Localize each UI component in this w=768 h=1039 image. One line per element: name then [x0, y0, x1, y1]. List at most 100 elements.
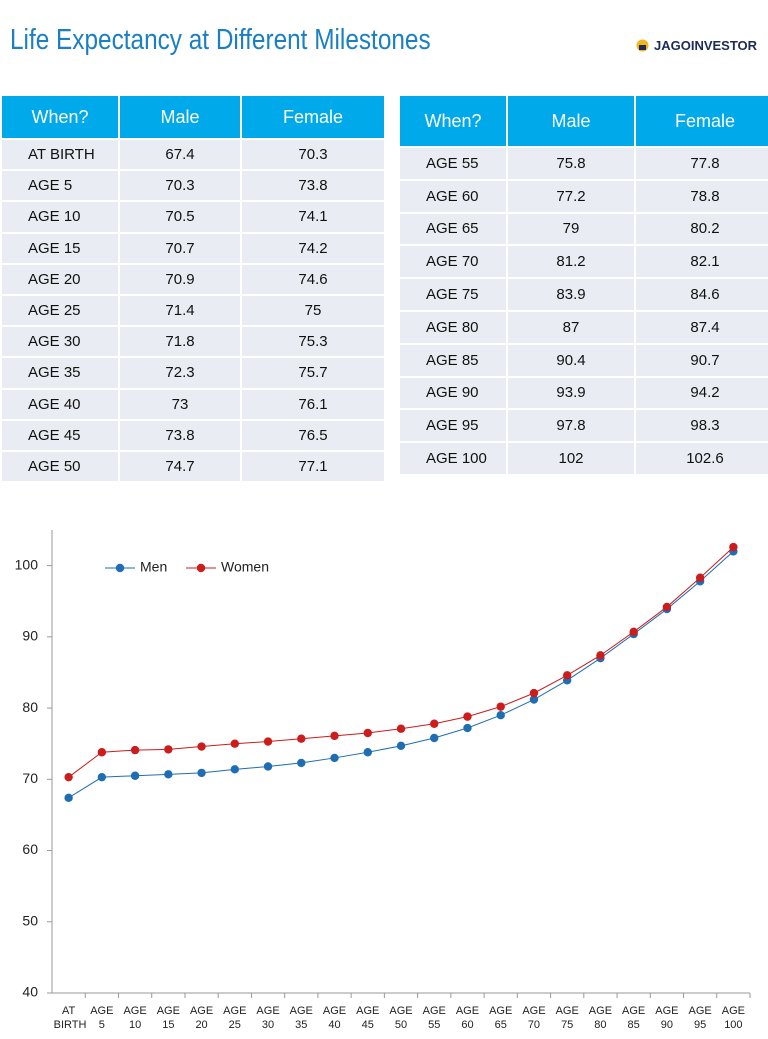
table-row: AGE 75 83.9 84.6: [398, 277, 768, 312]
data-point: [463, 712, 472, 721]
y-tick-label: 50: [22, 912, 38, 928]
table-cell: AGE 95: [398, 408, 508, 444]
column-header: Female: [634, 94, 768, 148]
data-point: [496, 711, 505, 720]
table-row: AGE 80 87 87.4: [398, 309, 768, 345]
table-cell: 70.3: [118, 169, 242, 203]
x-tick-label: AGE 65: [489, 1005, 513, 1031]
table-cell: AGE 10: [0, 200, 120, 234]
table-cell: AGE 25: [0, 293, 120, 328]
table-cell: 75.8: [506, 146, 636, 181]
data-point: [430, 733, 439, 743]
table-row: AGE 10 70.5 74.1: [0, 200, 386, 234]
x-tick-label: AGE 60: [455, 1005, 480, 1031]
table-cell: 75.7: [240, 356, 386, 390]
chart: 40 50 60 70 80 90 100 Men Women: [15, 530, 751, 1000]
logo-text: JAGOINVESTOR: [654, 38, 758, 53]
x-tick-label: AGE 70: [522, 1005, 546, 1031]
data-point: [496, 702, 505, 711]
table-row: AGE 30 71.8 75.3: [0, 325, 386, 359]
legend-label: Women: [221, 559, 269, 575]
table-cell: 97.8: [506, 408, 636, 444]
table: When? Male Female AGE 55 75.8 77.8 AGE 60 77.2 7…: [398, 94, 768, 476]
data-point: [164, 770, 173, 779]
table-cell: 70.5: [118, 200, 242, 234]
table-row: AGE 25 71.4 75: [0, 293, 386, 328]
x-tick-label: AGE 90: [655, 1005, 679, 1031]
table-cell: 81.2: [506, 244, 636, 280]
x-tick-label: AGE 80: [588, 1005, 613, 1031]
table-row: AGE 45 73.8 76.5: [0, 418, 386, 452]
table-cell: 84.6: [634, 277, 768, 312]
x-tick-label: AGE 10: [123, 1005, 147, 1031]
column-header: Female: [240, 94, 386, 140]
table-cell: AGE 85: [398, 342, 508, 378]
legend-label: Men: [140, 559, 167, 575]
table-cell: 102.6: [634, 441, 768, 476]
table-cell: 82.1: [634, 244, 768, 280]
table-cell: 94.2: [634, 375, 768, 411]
data-point: [197, 742, 206, 751]
x-tick-label: AGE 15: [156, 1005, 180, 1031]
data-point: [230, 765, 240, 774]
table-row: AGE 40 73 76.1: [0, 387, 386, 421]
table-cell: 73.8: [240, 169, 386, 203]
data-point: [330, 731, 339, 741]
table-cell: 73.8: [118, 418, 242, 452]
table-cell: 74.2: [240, 231, 386, 265]
data-point: [662, 602, 672, 612]
table-cell: 77.2: [506, 178, 636, 214]
data-point: [629, 627, 638, 637]
data-point: [596, 651, 605, 660]
table-row: AGE 85 90.4 90.7: [398, 342, 768, 378]
table-cell: AGE 20: [0, 262, 120, 296]
table-cell: 79: [506, 211, 636, 247]
table-cell: 87: [506, 309, 636, 345]
table-cell: 76.5: [240, 418, 386, 452]
x-tick-label: AGE 20: [189, 1005, 214, 1031]
logo: JAGOINVESTOR: [636, 38, 757, 53]
x-tick-label: AGE 85: [622, 1005, 646, 1031]
x-tick-label: AGE 25: [223, 1005, 247, 1031]
table-cell: AGE 45: [0, 418, 120, 452]
data-point: [197, 768, 206, 778]
data-point: [64, 793, 73, 803]
table-cell: 98.3: [634, 408, 768, 444]
x-tick-label: AGE 95: [688, 1005, 712, 1031]
table-row: AGE 20 70.9 74.6: [0, 262, 386, 296]
x-tick-label: AGE 30: [256, 1005, 280, 1031]
table-cell: 90.4: [506, 342, 636, 378]
table-cell: 74.7: [118, 449, 242, 484]
data-point: [164, 745, 173, 754]
data-point: [64, 772, 73, 782]
data-point: [297, 734, 306, 743]
x-tick-label: AGE 40: [322, 1005, 347, 1031]
table-cell: 71.4: [118, 293, 242, 328]
table-row: AGE 90 93.9 94.2: [398, 375, 768, 411]
table-cell: 93.9: [506, 375, 636, 411]
data-point: [297, 758, 306, 768]
table-cell: AGE 65: [398, 211, 508, 247]
table-row: AGE 5 70.3 73.8: [0, 169, 386, 203]
data-point: [263, 737, 273, 746]
data-point: [396, 741, 406, 751]
logo-icon: [636, 39, 649, 52]
data-point: [363, 748, 372, 757]
table-cell: 87.4: [634, 309, 768, 345]
table-cell: 102: [506, 441, 636, 476]
x-tick-label: AGE 75: [555, 1005, 579, 1031]
x-tick-label: AGE 100: [721, 1005, 745, 1031]
x-tick-label: AT BIRTH: [53, 1005, 87, 1031]
x-tick-label: AGE 55: [422, 1005, 446, 1031]
column-header: Male: [506, 94, 636, 148]
table-cell: 77.1: [240, 449, 386, 484]
data-point: [97, 772, 107, 782]
table-cell: 78.8: [634, 178, 768, 214]
table: When? Male Female AT BIRTH 67.4 70.3 AGE 5 70.3…: [0, 94, 386, 484]
table-row: AGE 35 72.3 75.7: [0, 356, 386, 390]
table-cell: AGE 40: [0, 387, 120, 421]
y-tick-label: 80: [22, 699, 38, 715]
data-point: [695, 573, 705, 582]
table-cell: AGE 60: [398, 178, 508, 214]
table-cell: 67.4: [118, 137, 242, 172]
